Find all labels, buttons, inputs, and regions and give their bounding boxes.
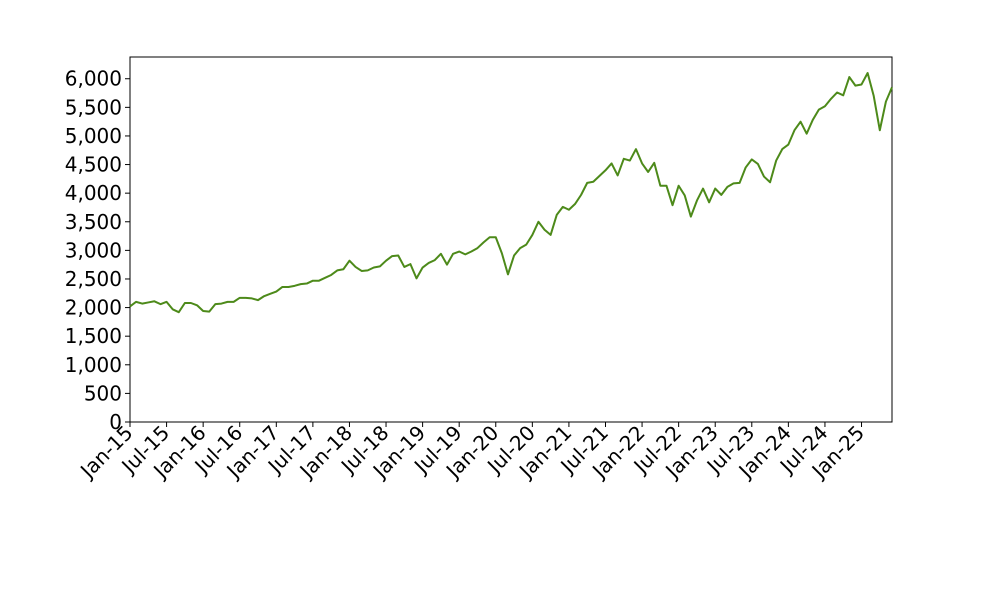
plot-frame xyxy=(129,56,893,423)
y-tick-label: 1,000 xyxy=(65,353,122,377)
y-tick-label: 3,500 xyxy=(65,210,122,234)
y-tick-label: 4,000 xyxy=(65,181,122,205)
y-tick-label: 2,000 xyxy=(65,296,122,320)
y-tick-label: 6,000 xyxy=(65,67,122,91)
y-tick-label: 4,500 xyxy=(65,153,122,177)
y-tick-label: 1,500 xyxy=(65,324,122,348)
y-tick-label: 0 xyxy=(109,410,122,434)
y-tick-label: 3,000 xyxy=(65,238,122,262)
y-tick-label: 5,000 xyxy=(65,124,122,148)
y-tick-label: 500 xyxy=(84,381,122,405)
y-tick-label: 2,500 xyxy=(65,267,122,291)
price-line xyxy=(129,72,893,314)
y-tick-label: 5,500 xyxy=(65,95,122,119)
